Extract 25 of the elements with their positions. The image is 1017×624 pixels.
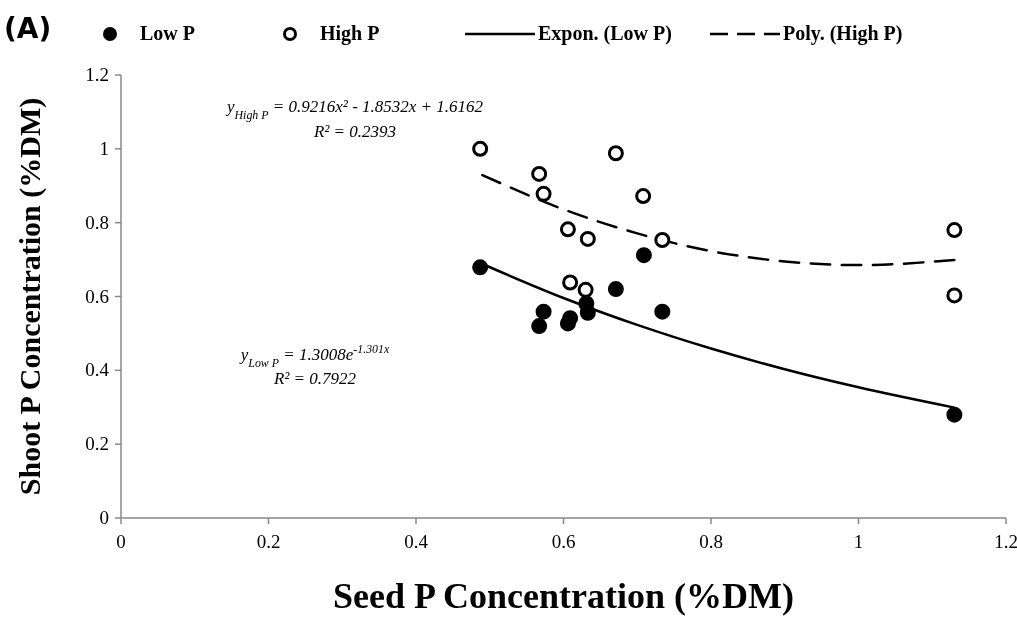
x-tick-label: 0.2 bbox=[256, 531, 281, 552]
annotation: y$_{High P}$ = 0.9216x² - 1.8532x + 1.6162 bbox=[224, 97, 484, 122]
y-tick-label: 1 bbox=[99, 137, 109, 159]
x-tick-label: 0.4 bbox=[404, 531, 429, 552]
x-tick-label: 1.2 bbox=[994, 531, 1017, 552]
y-tick-label: 0 bbox=[99, 507, 109, 528]
legend-label: Poly. (High P) bbox=[783, 22, 903, 45]
chart-title: (A) bbox=[4, 12, 52, 45]
annotation: y$_{Low P}$ = 1.3008e$^{-1.301x}$ bbox=[238, 342, 390, 370]
y-tick-label: 1.2 bbox=[85, 64, 109, 85]
annotation: R² = 0.2393 bbox=[312, 122, 397, 141]
x-tick-label: 1 bbox=[853, 531, 864, 552]
legend-label: Expon. (Low P) bbox=[538, 22, 672, 45]
y-tick-label: 0.6 bbox=[85, 285, 109, 307]
legend-label: High P bbox=[320, 22, 380, 45]
y-tick-label: 0.2 bbox=[85, 433, 109, 455]
legend-label: Low P bbox=[140, 22, 195, 44]
y-tick-label: 0.8 bbox=[85, 211, 109, 233]
y-axis-title: Shoot P Concentration (%DM) bbox=[13, 97, 47, 496]
x-tick-label: 0.6 bbox=[551, 531, 576, 552]
x-tick-label: 0.8 bbox=[699, 531, 723, 552]
y-tick-label: 0.4 bbox=[85, 359, 110, 381]
x-axis-title: Seed P Concentration (%DM) bbox=[333, 576, 794, 616]
x-tick-label: 0 bbox=[116, 531, 126, 552]
annotation: R² = 0.7922 bbox=[272, 369, 357, 388]
